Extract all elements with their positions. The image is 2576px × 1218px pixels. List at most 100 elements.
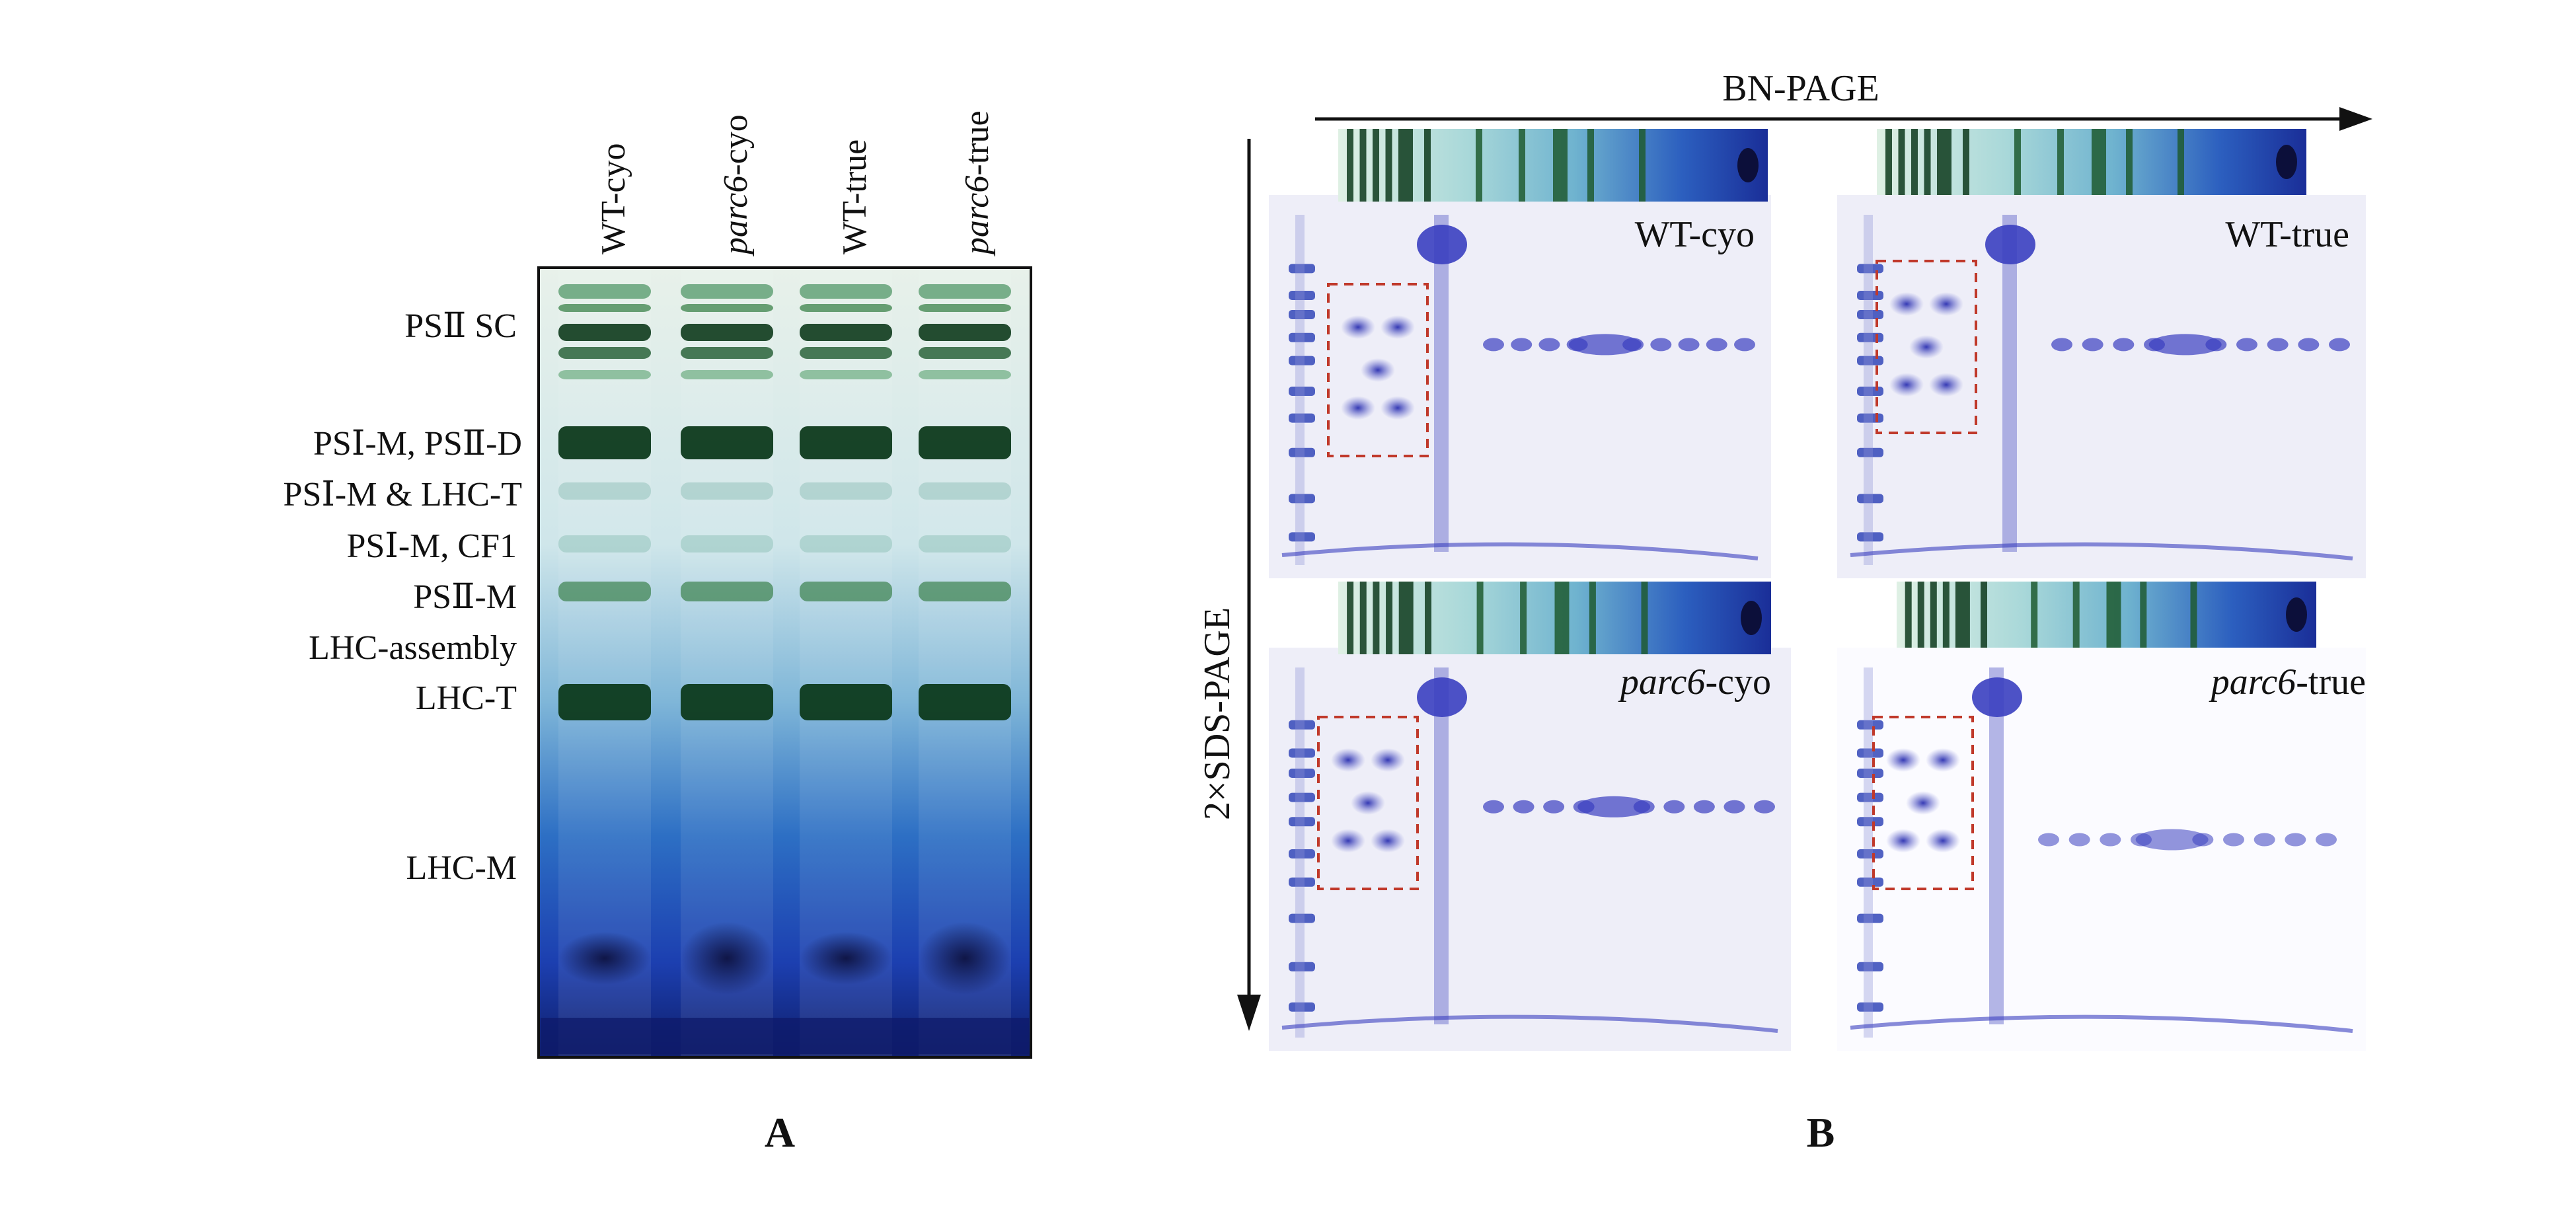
gel-wt-true [1837,129,2366,578]
strip-band [1905,582,1912,648]
protein-spot [2038,833,2059,847]
protein-spot [1577,796,1651,818]
gel-band [558,284,651,299]
highlight-box [1327,283,1429,457]
marker-band [1857,494,1883,504]
protein-spot [1483,338,1504,352]
band-label-lhc-m: LHC-M [406,849,517,887]
strip-band [1373,582,1380,654]
gel-smudge [558,932,651,985]
protein-spot [1929,373,1963,397]
gel-background [1837,195,2366,578]
strip-band [1930,582,1937,648]
gel-band [558,304,651,312]
protein-spot [1926,748,1960,772]
strip-band [1553,129,1568,202]
gel-background [1269,195,1771,578]
marker-band [1857,447,1883,457]
strip-band [2126,129,2133,195]
gel-band [800,426,892,459]
protein-spot [1511,338,1533,352]
strip-band [1554,582,1570,654]
marker-band [1289,849,1315,858]
protein-spot [1331,829,1365,853]
gel-band [919,284,1011,299]
dye-front [1281,1014,1778,1033]
strip-band [1885,129,1892,195]
marker-band [1289,332,1315,342]
gel-band [800,304,892,312]
gel-band [558,324,651,341]
protein-spot [2254,833,2275,847]
gel-band [919,582,1011,601]
protein-spot [1678,338,1700,352]
strip-band [1373,129,1379,202]
gel-smudge [681,922,773,995]
protein-spot [1886,748,1920,772]
lane-label-2: parc6-cyo [717,114,755,257]
gel-band [681,426,773,459]
strip-band [2140,582,2147,648]
gel-title-parc6-true: parc6-true [2209,662,2366,703]
gel-band [681,284,773,299]
gel-parc6-cyo [1269,582,1791,1051]
marker-band [1289,413,1315,423]
gel-band [919,370,1011,379]
gel-band [681,582,773,601]
marker-band [1857,310,1883,319]
protein-spot [1417,677,1467,717]
gel-band [800,482,892,500]
strip-band [2057,129,2064,195]
gel-parc6-true [1837,582,2366,1051]
protein-spot [2113,338,2135,352]
strip-band [1359,129,1367,202]
strip-band [2178,129,2184,195]
marker-band [1289,748,1315,758]
strip-band [1398,582,1414,654]
protein-spot [1331,748,1365,772]
lane-label-1: WT-cyo [595,143,632,254]
protein-spot [1483,800,1504,814]
strip-band [1917,582,1924,648]
strip-band [2092,129,2106,195]
panel-a-label: A [765,1109,795,1156]
marker-band [1857,962,1883,971]
marker-band [1289,877,1315,887]
lane-labels: WT-cyo parc6-cyo WT-true parc6-true [595,110,996,257]
marker-band [1289,962,1315,971]
gel-band [919,535,1011,552]
strip-band [1476,129,1482,202]
protein-spot [2298,338,2320,352]
gel-title-wt-cyo: WT-cyo [1635,214,1755,255]
gel-band [919,482,1011,500]
marker-band [1289,494,1315,504]
band-labels: PSⅡ SC PSⅠ-M, PSⅡ-D PSⅠ-M & LHC-T PSⅠ-M,… [284,307,522,887]
marker-lane [1864,667,1873,1038]
gel-band [919,426,1011,459]
strip-band [2106,582,2121,648]
protein-spot [1972,677,2022,717]
marker-lane [1295,667,1305,1038]
protein-spot [1538,338,1560,352]
gel-band [919,324,1011,341]
strip-band [1520,582,1527,654]
marker-band [1289,356,1315,365]
gel-band [681,535,773,552]
gel-band [681,370,773,379]
gel-band [558,535,651,552]
band-label-lhc-assembly: LHC-assembly [309,629,517,667]
gel-band [919,347,1011,359]
protein-spot [2100,833,2121,847]
strip-band [1639,129,1646,202]
gel-band [681,347,773,359]
protein-spot [1889,373,1924,397]
dye-front [1850,1014,2353,1033]
strip-band [1519,129,1525,202]
strip-band [1398,129,1413,202]
protein-spot [1693,800,1715,814]
strip-band [2190,582,2197,648]
panel-b-label: B [1807,1109,1835,1156]
gel-band [558,370,651,379]
strip-spot [1737,148,1759,182]
gel-band [558,347,651,359]
